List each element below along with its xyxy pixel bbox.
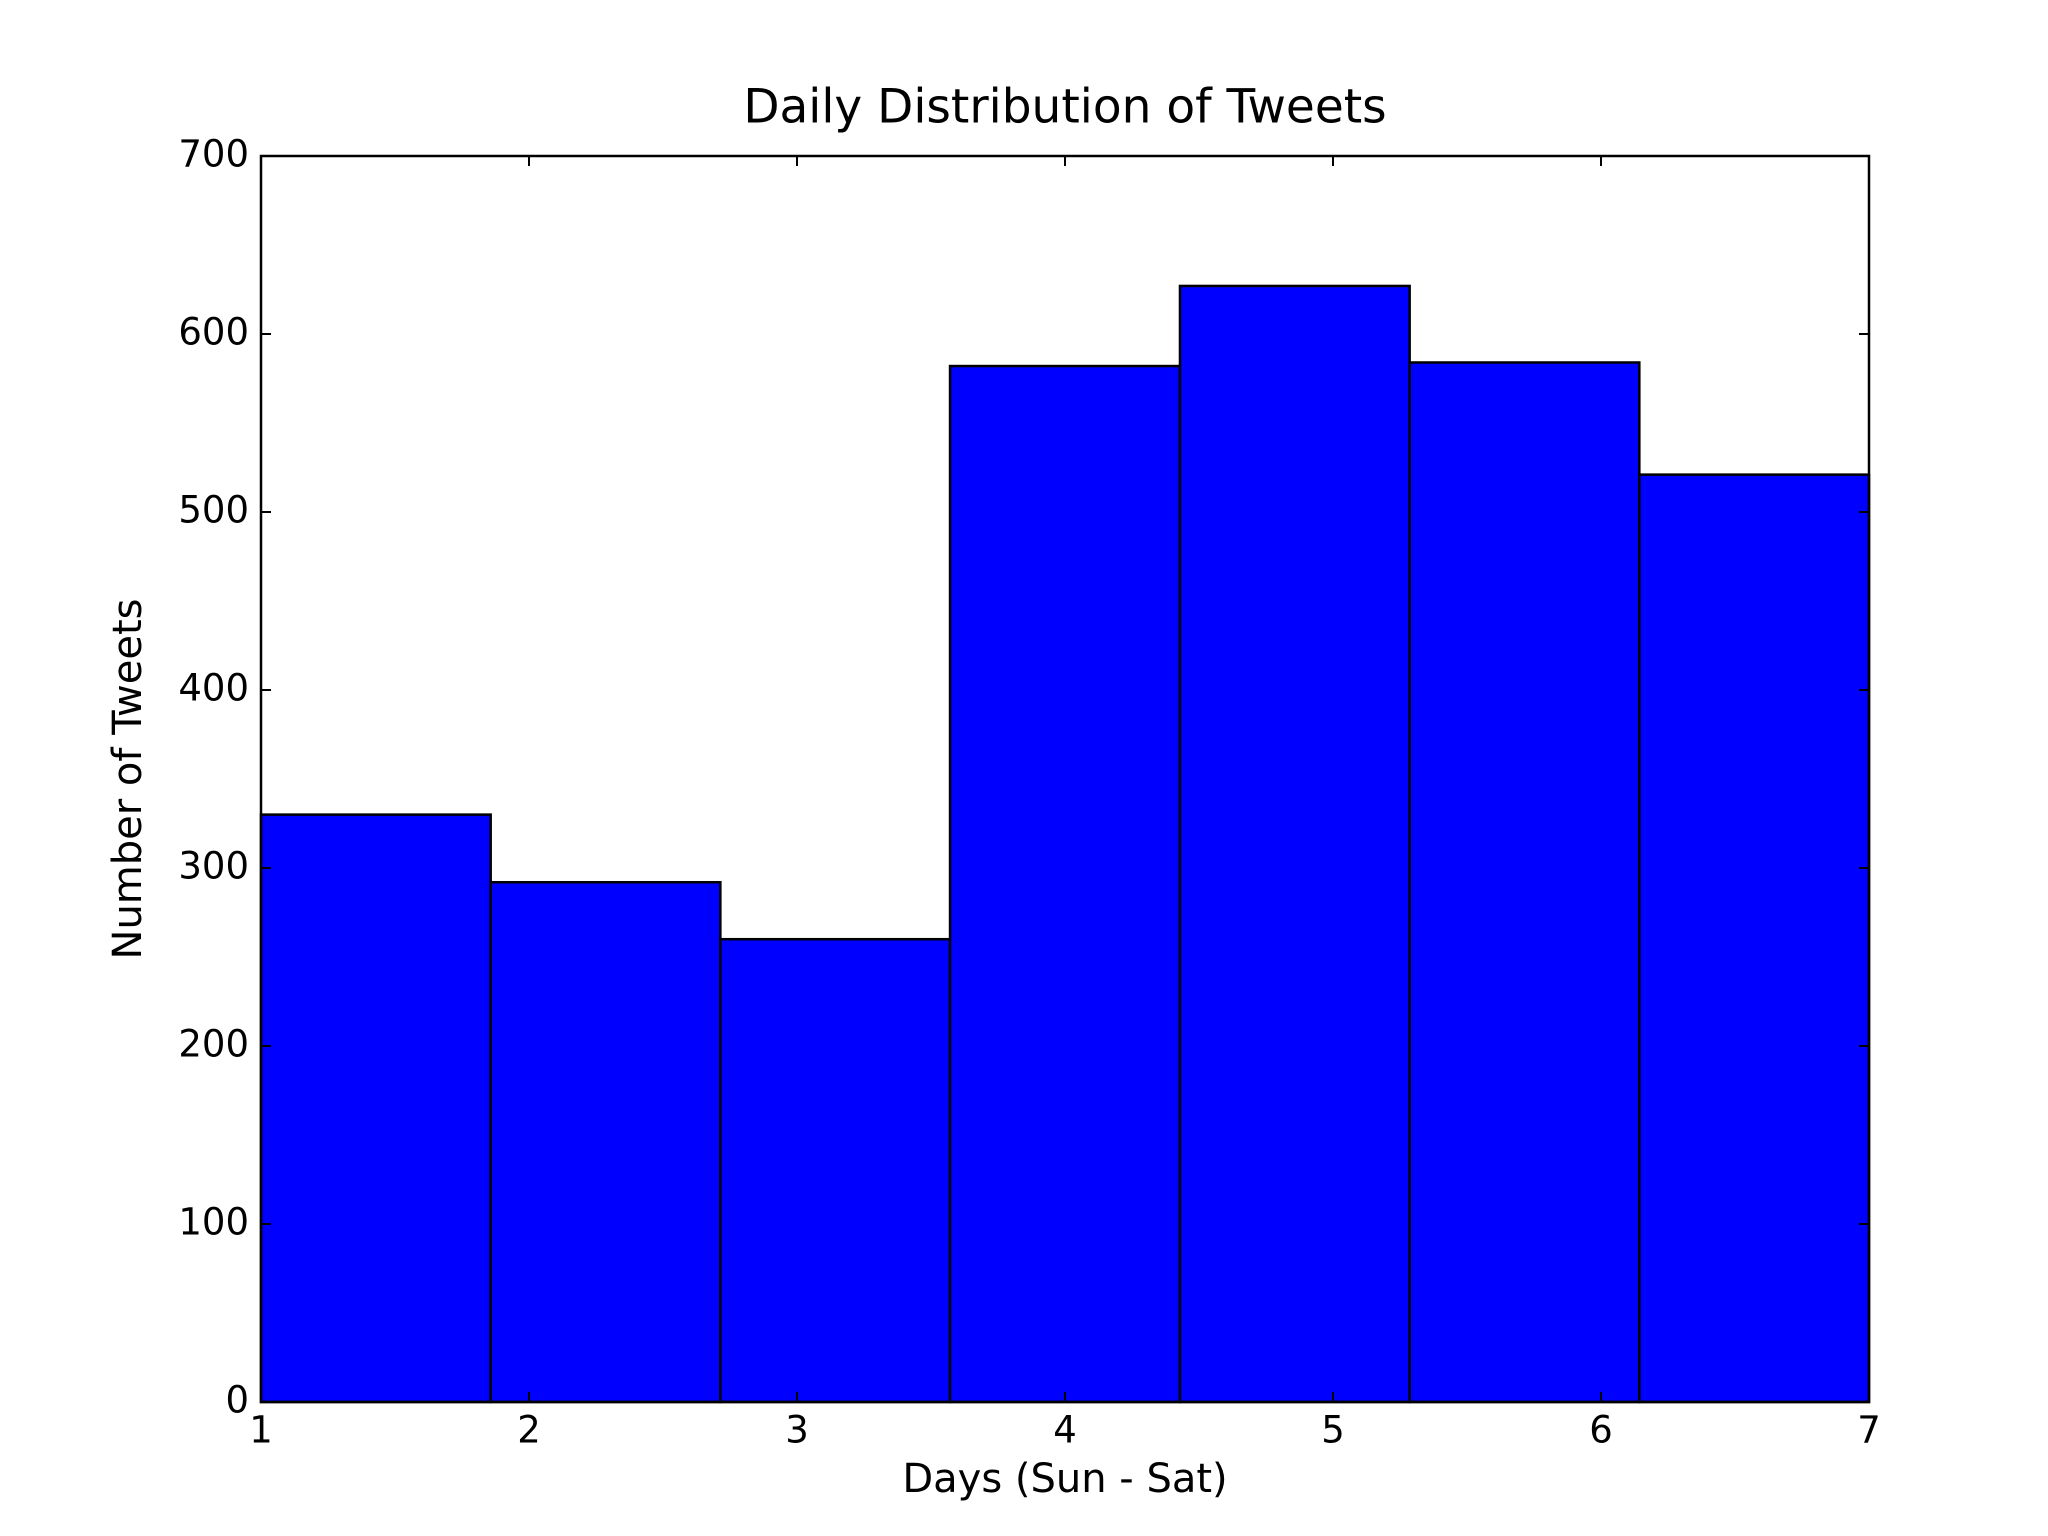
chart-title: Daily Distribution of Tweets [743,80,1386,135]
bar [1178,284,1411,1404]
bar [719,937,952,1404]
bar [948,364,1182,1404]
x-tick-label: 3 [785,1409,809,1452]
y-tick-label: 700 [178,133,249,176]
y-tick-label: 600 [178,311,249,354]
y-tick-label: 0 [225,1379,249,1422]
y-tick-label: 300 [178,845,249,888]
x-axis-label: Days (Sun - Sat) [902,1456,1227,1502]
y-tick-label: 500 [178,489,249,532]
x-tick-label: 6 [1589,1409,1613,1452]
x-tick-label: 1 [249,1409,273,1452]
bar [489,880,722,1404]
x-tick-label: 5 [1321,1409,1345,1452]
y-tick-label: 200 [178,1023,249,1066]
y-axis-label: Number of Tweets [105,599,151,960]
x-tick-label: 4 [1053,1409,1077,1452]
x-tick-label: 2 [517,1409,541,1452]
y-tick-label: 400 [178,667,249,710]
bar [1408,361,1641,1404]
x-tick-label: 7 [1857,1409,1881,1452]
bar [1638,473,1871,1404]
bar [259,813,492,1404]
y-tick-label: 100 [178,1201,249,1244]
